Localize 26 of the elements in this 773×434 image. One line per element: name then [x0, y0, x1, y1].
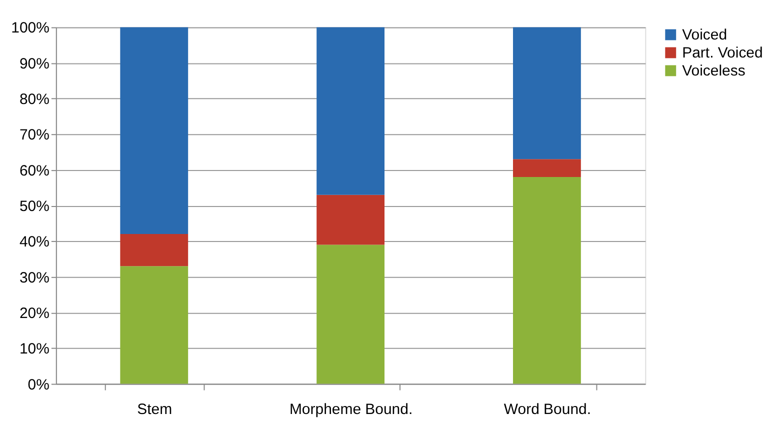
bar — [513, 159, 581, 177]
bar — [120, 266, 188, 384]
y-tick-label: 10% — [19, 340, 50, 358]
bar — [120, 27, 188, 234]
y-tick-label: 50% — [19, 198, 50, 216]
bar — [316, 27, 385, 195]
y-tick-label: 40% — [19, 234, 50, 251]
legend-label: Part. Voiced — [682, 44, 763, 62]
x-tick-label: Stem — [137, 401, 172, 418]
y-tick-label: 0% — [28, 376, 50, 394]
y-tick-label: 60% — [19, 162, 50, 180]
legend-label: Voiced — [682, 26, 728, 44]
bar — [513, 27, 581, 160]
y-tick-label: 90% — [19, 55, 50, 72]
y-tick-label: 100% — [11, 20, 50, 37]
bar — [316, 194, 385, 245]
y-tick-label: 80% — [19, 91, 50, 108]
y-tick-label: 20% — [19, 304, 50, 322]
bar — [120, 234, 188, 266]
x-tick-label: Word Bound. — [504, 401, 592, 418]
legend-label: Voiceless — [682, 62, 746, 80]
y-tick-label: 30% — [19, 269, 50, 286]
bar — [513, 176, 581, 384]
y-tick-label: 70% — [19, 126, 50, 144]
x-tick-label: Morpheme Bound. — [289, 401, 413, 418]
bar — [316, 244, 385, 384]
